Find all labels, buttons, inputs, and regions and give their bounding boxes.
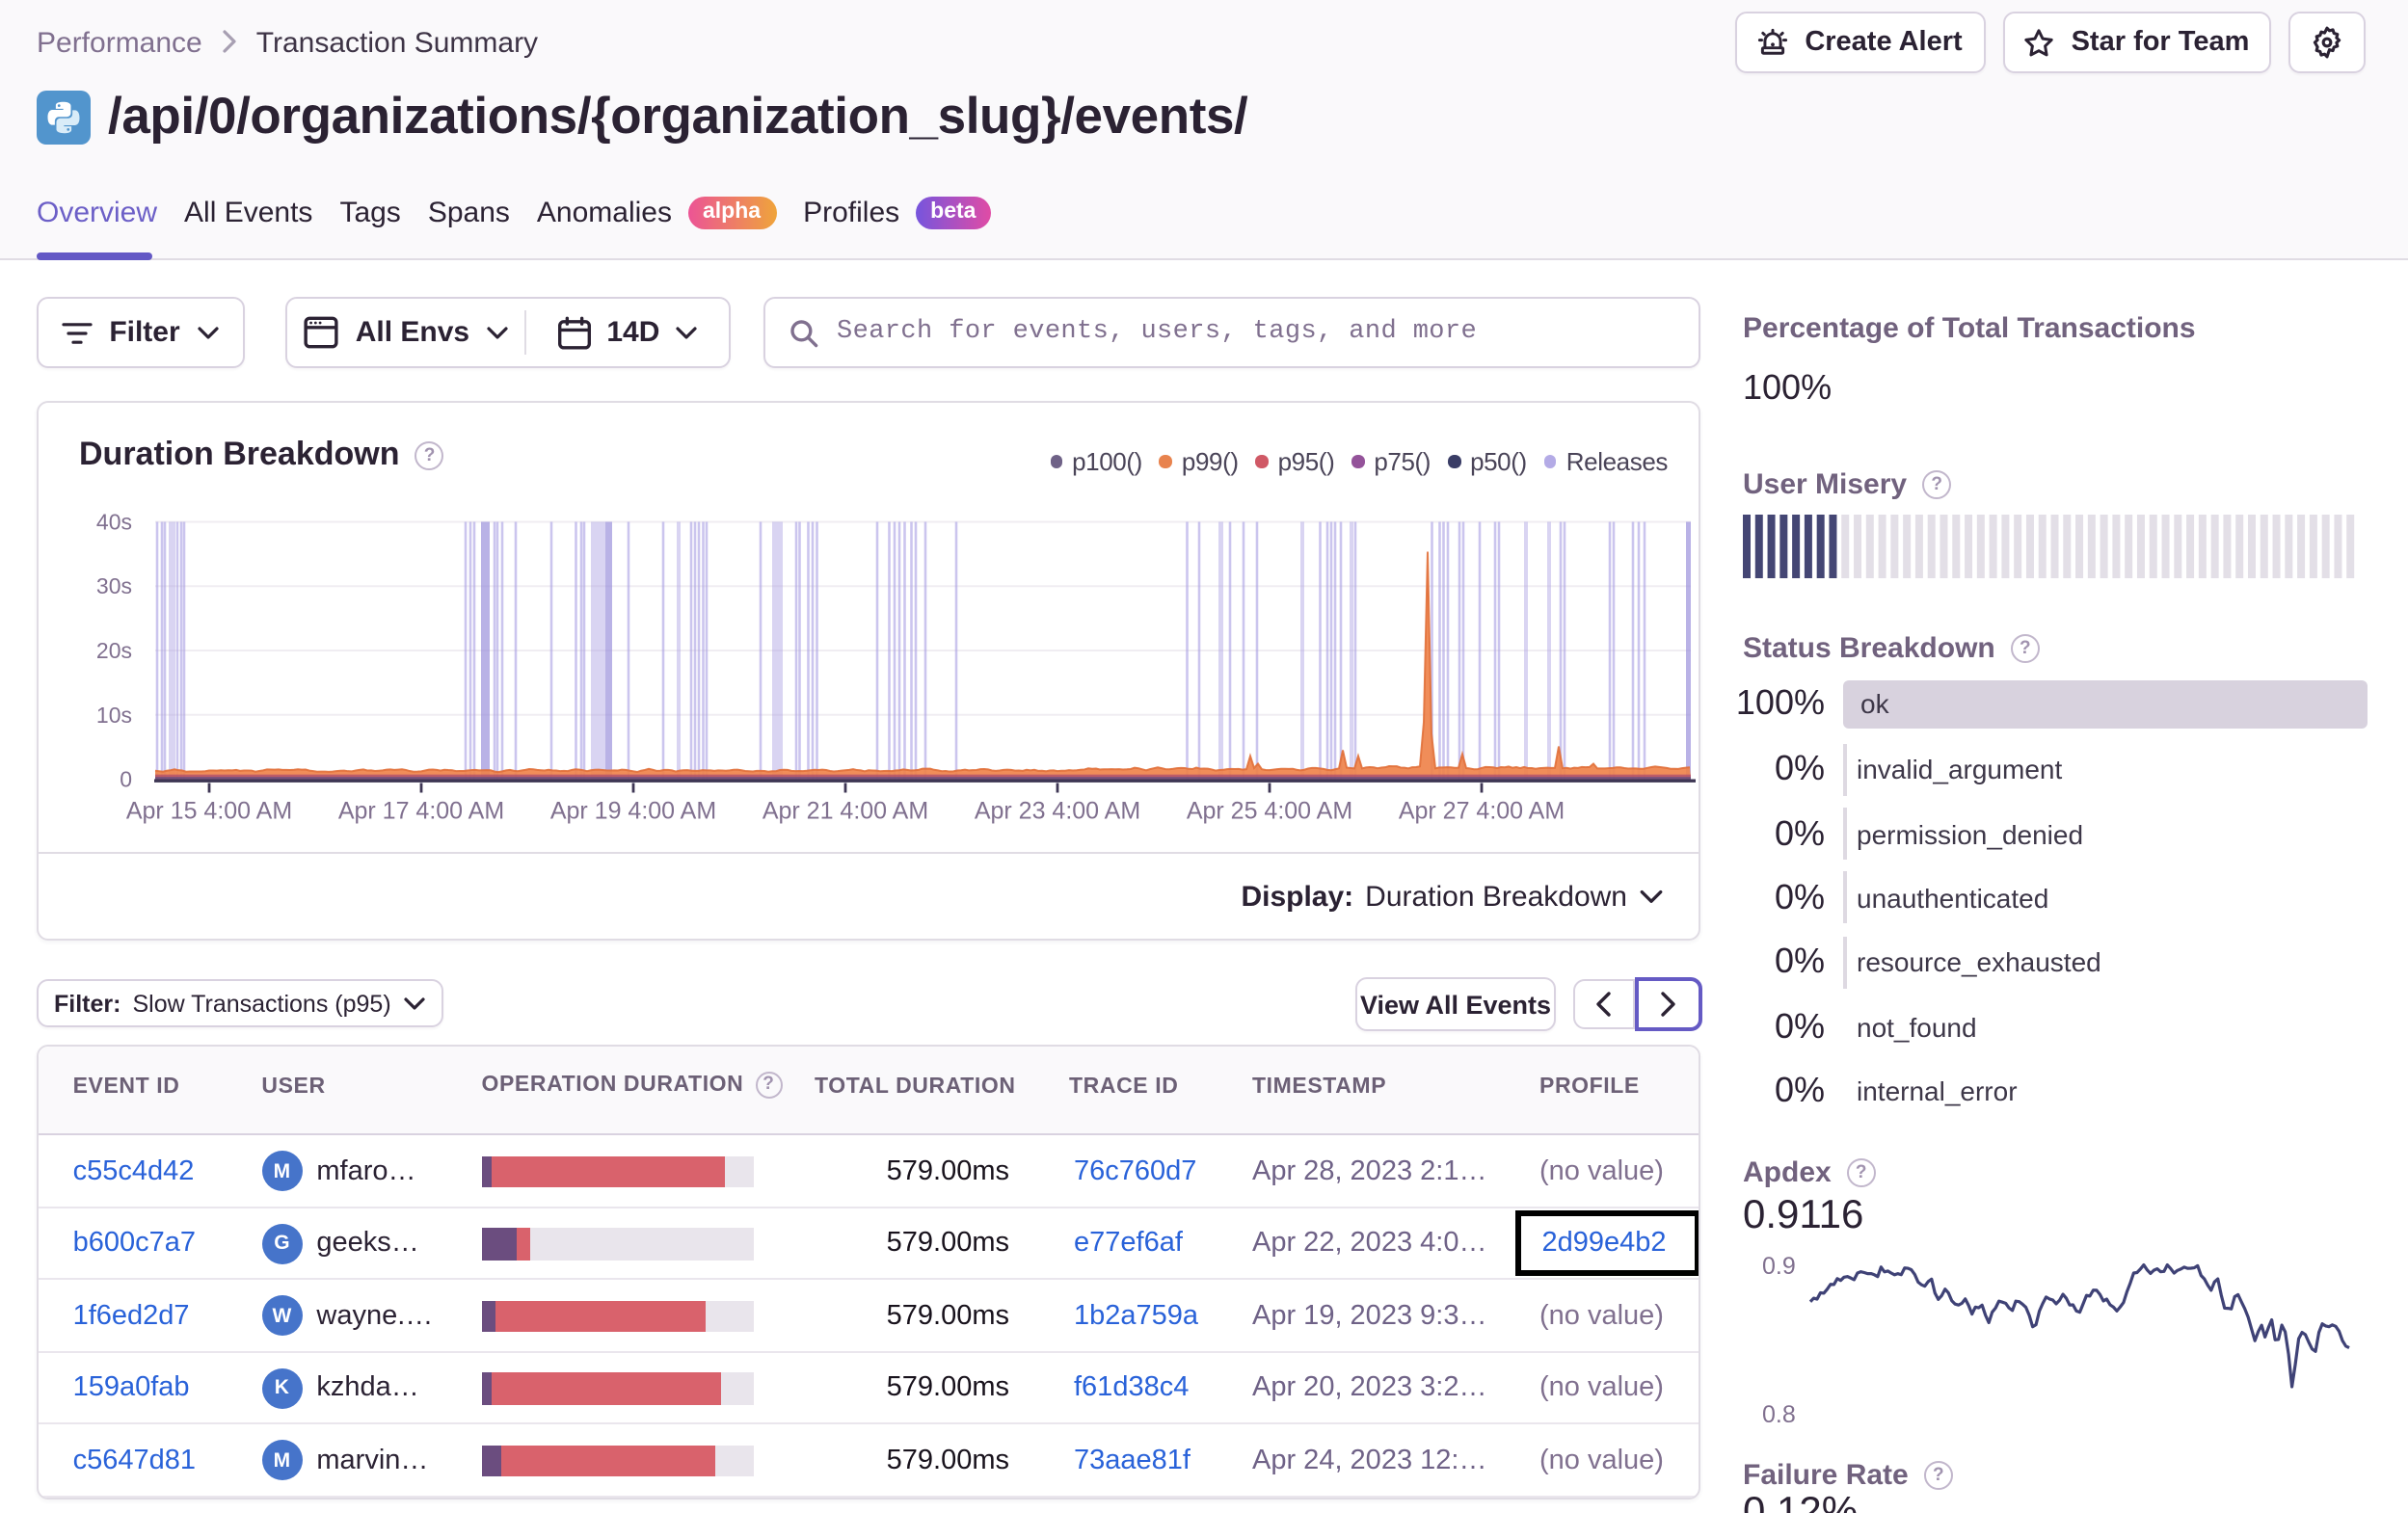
svg-text:30s: 30s: [96, 573, 132, 598]
svg-text:Apr 27 4:00 AM: Apr 27 4:00 AM: [1399, 798, 1565, 825]
svg-text:Apr 15 4:00 AM: Apr 15 4:00 AM: [126, 798, 292, 825]
svg-text:Apr 23 4:00 AM: Apr 23 4:00 AM: [975, 798, 1140, 825]
svg-text:0: 0: [120, 767, 132, 792]
svg-text:Apr 25 4:00 AM: Apr 25 4:00 AM: [1187, 798, 1352, 825]
svg-text:Apr 21 4:00 AM: Apr 21 4:00 AM: [763, 798, 928, 825]
svg-text:20s: 20s: [96, 638, 132, 663]
svg-text:Apr 17 4:00 AM: Apr 17 4:00 AM: [338, 798, 504, 825]
svg-text:10s: 10s: [96, 703, 132, 728]
svg-text:40s: 40s: [96, 510, 132, 535]
svg-text:Apr 19 4:00 AM: Apr 19 4:00 AM: [550, 798, 716, 825]
